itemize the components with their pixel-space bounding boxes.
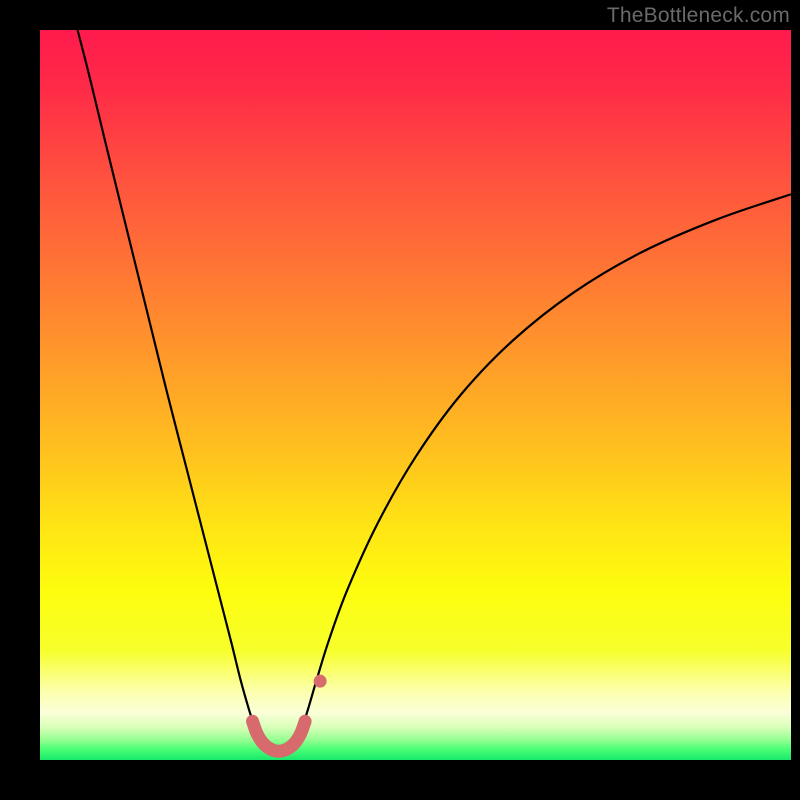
watermark-text: TheBottleneck.com	[607, 4, 790, 28]
plot-background	[40, 30, 791, 760]
chart-container: TheBottleneck.com	[0, 0, 800, 800]
bottleneck-curve-chart	[0, 0, 800, 800]
highlight-dot	[314, 675, 327, 688]
